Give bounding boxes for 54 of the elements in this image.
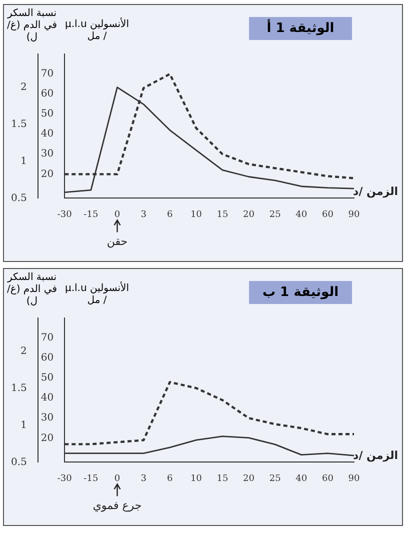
y-tick-label: 1 — [20, 420, 27, 431]
y-tick-label: 1.5 — [10, 382, 27, 394]
y-tick-label: 1 — [20, 156, 27, 167]
x-axis-title: الزمن /د — [353, 185, 398, 198]
x-tick-label: 20 — [243, 210, 255, 220]
x-tick-label: 0 — [114, 210, 120, 220]
x-tick-label: 3 — [140, 210, 147, 220]
x-tick-label: 90 — [348, 210, 360, 220]
y-tick-label: 2 — [20, 82, 27, 93]
x-tick-label: 25 — [269, 474, 282, 484]
y-tick-label: 2 — [20, 346, 27, 357]
x-tick-label: -15 — [84, 474, 98, 484]
y2-tick-label: 30 — [40, 412, 54, 424]
y2-tick-label: 60 — [40, 352, 54, 364]
x-tick-label: -15 — [84, 210, 98, 220]
x-tick-label: 15 — [216, 474, 228, 484]
y-tick-label: 0.5 — [10, 456, 27, 468]
chart-title: الوثيقة 1 ب — [249, 281, 352, 304]
y2-tick-label: 30 — [40, 148, 54, 160]
x-tick-label: 25 — [269, 210, 282, 220]
x-tick-label: 6 — [166, 210, 173, 220]
x-tick-label: -30 — [57, 474, 72, 484]
y2-tick-label: 20 — [40, 432, 54, 444]
y2-axis-title: الأنسولين µ.l.u / مل — [64, 19, 130, 43]
annotation: حقن — [106, 235, 128, 248]
x-tick-label: 15 — [216, 210, 228, 220]
x-tick-label: 0 — [114, 474, 120, 484]
x-tick-label: -30 — [57, 210, 72, 220]
x-tick-label: 3 — [140, 474, 147, 484]
y-axis-title: نسبة السكر في الدم (غ/ل) — [6, 8, 58, 44]
x-tick-label: 20 — [243, 474, 255, 484]
y2-tick-label: 20 — [40, 168, 54, 180]
y2-tick-label: 50 — [40, 108, 54, 120]
x-tick-label: 10 — [190, 474, 202, 484]
x-tick-label: 6 — [166, 474, 173, 484]
chart-title: الوثيقة 1 أ — [249, 17, 352, 40]
y2-tick-label: 50 — [40, 372, 54, 384]
x-tick-label: 60 — [322, 210, 334, 220]
y2-tick-label: 40 — [40, 392, 54, 404]
x-tick-label: 40 — [296, 474, 308, 484]
x-axis-title: الزمن /د — [353, 449, 398, 462]
x-tick-label: 60 — [322, 474, 334, 484]
y2-tick-label: 60 — [40, 88, 54, 100]
x-tick-label: 10 — [190, 210, 202, 220]
y2-tick-label: 70 — [40, 68, 54, 80]
y-axis-title: نسبة السكر في الدم (غ/ل) — [6, 272, 58, 308]
y2-tick-label: 40 — [40, 128, 54, 140]
x-tick-label: 90 — [348, 474, 360, 484]
y2-tick-label: 70 — [40, 332, 54, 344]
y-tick-label: 0.5 — [10, 192, 27, 204]
x-tick-label: 40 — [296, 210, 308, 220]
y-tick-label: 1.5 — [10, 118, 27, 130]
y2-axis-title: الأنسولين µ.l.u / مل — [64, 283, 130, 307]
annotation: جرع فموي — [92, 499, 142, 512]
